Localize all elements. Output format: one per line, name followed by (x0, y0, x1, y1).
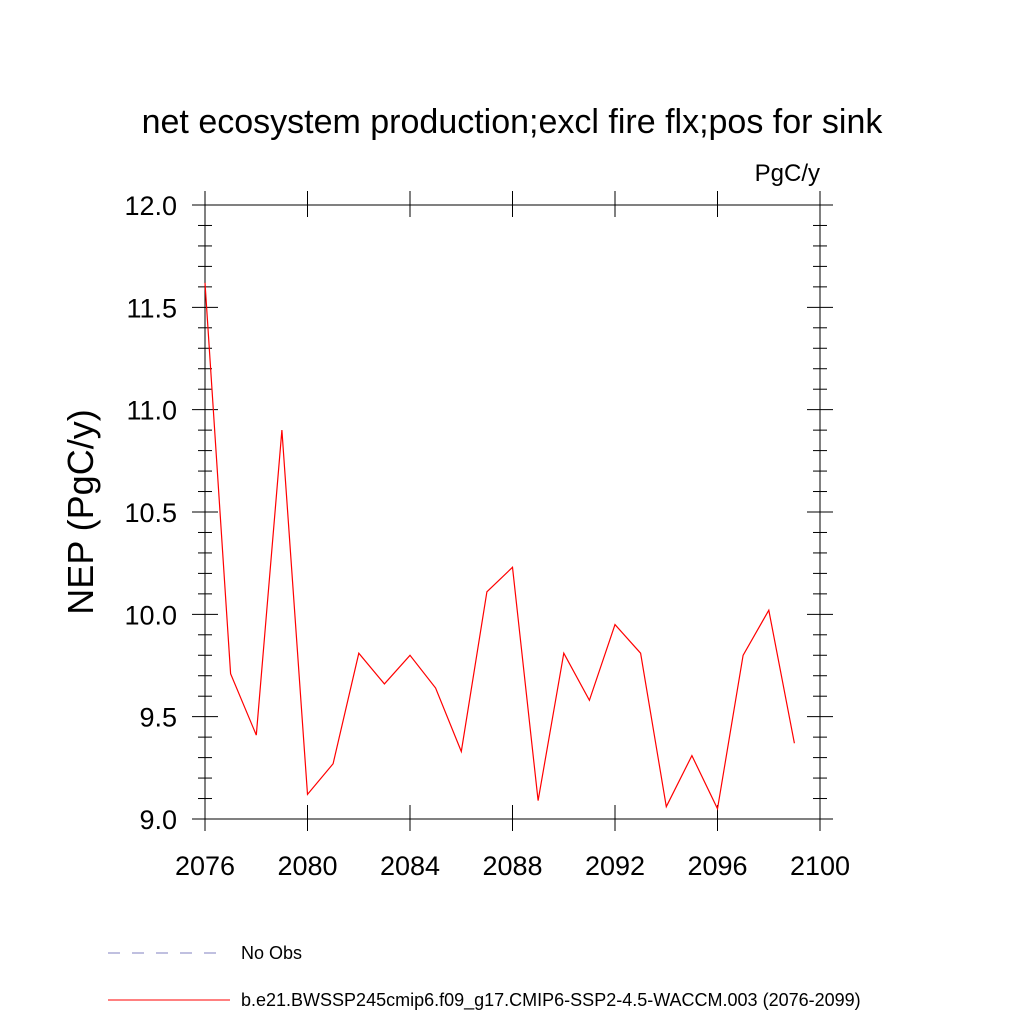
x-tick-label: 2100 (790, 851, 850, 881)
plot-frame (204, 204, 821, 820)
y-tick-label: 12.0 (124, 191, 177, 221)
series-group (204, 282, 795, 811)
y-tick-label: 11.0 (126, 396, 177, 426)
x-tick-label: 2084 (380, 851, 440, 881)
x-tick-label: 2088 (482, 851, 542, 881)
chart-title: net ecosystem production;excl fire flx;p… (142, 103, 884, 141)
y-tick-label: 9.0 (139, 805, 177, 835)
x-tick-label: 2092 (585, 851, 645, 881)
y-tick-label: 11.5 (126, 293, 177, 323)
y-axis-label: NEP (PgC/y) (60, 409, 101, 614)
series-line (204, 282, 795, 811)
x-tick-label: 2080 (277, 851, 337, 881)
y-tick-label: 10.0 (124, 600, 177, 630)
y-tick-label: 10.5 (124, 498, 177, 528)
y-tick-label: 9.5 (139, 703, 177, 733)
units-label: PgC/y (755, 160, 820, 187)
x-tick-label: 2076 (175, 851, 235, 881)
legend-label-no-obs: No Obs (241, 943, 302, 963)
x-tick-label: 2096 (687, 851, 747, 881)
legend-label-model: b.e21.BWSSP245cmip6.f09_g17.CMIP6-SSP2-4… (241, 990, 861, 1011)
legend: No Obs b.e21.BWSSP245cmip6.f09_g17.CMIP6… (108, 943, 861, 1011)
tick-labels: 2076 2080 2084 2088 2092 2096 2100 9.0 9.5 10.0 10… (124, 191, 850, 881)
